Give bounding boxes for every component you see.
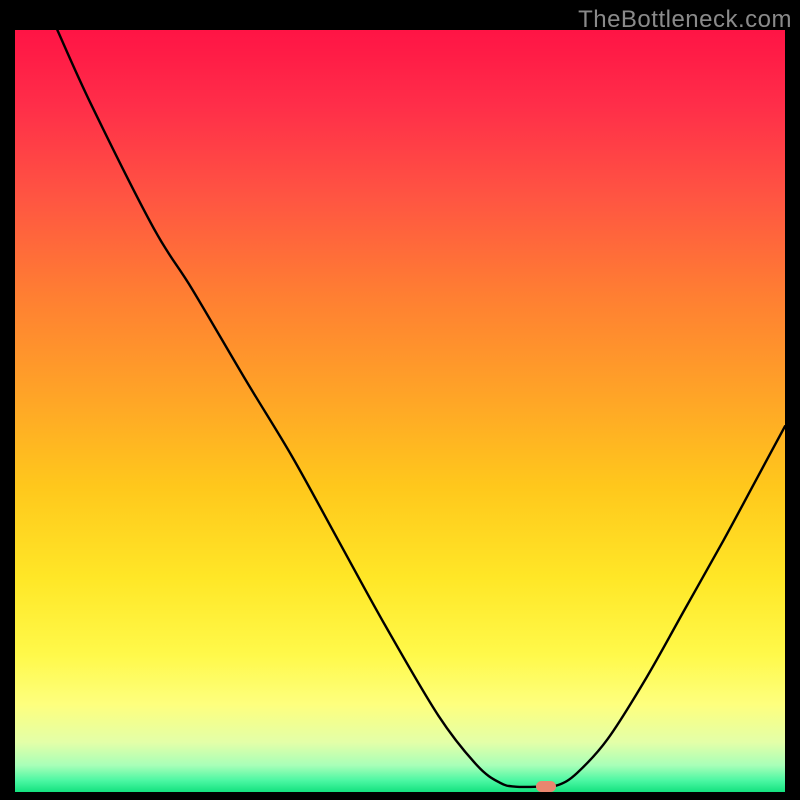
chart-container: TheBottleneck.com bbox=[0, 0, 800, 800]
plot-area bbox=[15, 30, 785, 792]
bottleneck-curve-path bbox=[57, 30, 785, 787]
watermark-text: TheBottleneck.com bbox=[578, 6, 792, 34]
minimum-marker bbox=[536, 781, 556, 792]
curve-layer bbox=[15, 30, 785, 792]
